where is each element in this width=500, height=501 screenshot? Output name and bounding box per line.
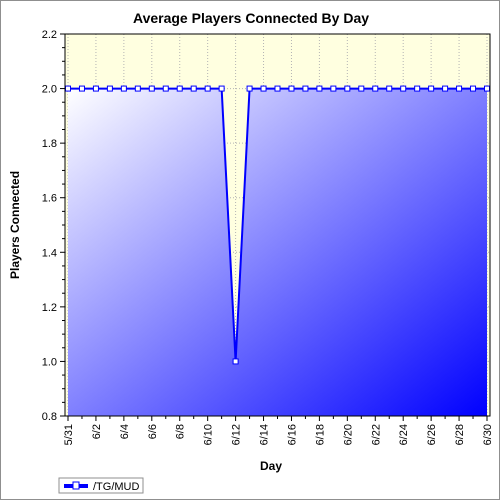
legend-label: /TG/MUD	[93, 481, 139, 493]
x-tick-label: 6/26	[426, 424, 438, 445]
data-point	[484, 85, 490, 92]
data-point	[65, 85, 71, 92]
x-tick-label: 6/14	[259, 424, 271, 445]
y-tick-label: 1.4	[42, 247, 57, 259]
data-point	[386, 85, 393, 92]
series-area	[68, 88, 487, 416]
data-point	[148, 85, 155, 92]
data-point	[288, 85, 295, 92]
data-point	[400, 85, 407, 92]
x-tick-label: 6/2	[91, 424, 103, 439]
data-point	[330, 85, 337, 92]
legend-marker	[72, 481, 80, 490]
data-point	[92, 85, 99, 92]
x-tick-label: 6/10	[203, 424, 215, 445]
data-point	[134, 85, 141, 92]
y-tick-label: 1.8	[42, 138, 57, 150]
data-point	[218, 85, 225, 92]
legend: /TG/MUD	[58, 477, 144, 494]
data-point	[176, 85, 183, 92]
x-tick-label: 6/8	[175, 424, 187, 439]
data-point	[302, 85, 309, 92]
data-point	[428, 85, 435, 92]
x-tick-label: 5/31	[63, 424, 75, 445]
data-point	[162, 85, 169, 92]
y-tick-label: 2.2	[42, 29, 57, 41]
data-point	[358, 85, 365, 92]
data-point	[204, 85, 211, 92]
data-point	[246, 85, 253, 92]
data-point	[344, 85, 351, 92]
legend-box	[58, 477, 144, 494]
data-point	[232, 358, 239, 365]
y-tick-label: 1.6	[42, 193, 57, 205]
data-point	[442, 85, 449, 92]
y-axis-title: Players Connected	[8, 171, 22, 279]
x-tick-label: 6/6	[147, 424, 159, 439]
y-tick-label: 0.8	[42, 411, 57, 423]
data-point	[78, 85, 85, 92]
x-axis-title: Day	[260, 459, 282, 473]
data-point	[260, 85, 267, 92]
data-point	[316, 85, 323, 92]
data-point	[190, 85, 197, 92]
axes	[60, 33, 491, 421]
series-markers	[65, 85, 490, 365]
data-point	[372, 85, 379, 92]
x-tick-label: 6/16	[286, 424, 298, 445]
x-tick-label: 6/20	[342, 424, 354, 445]
x-tick-label: 6/4	[119, 424, 131, 439]
data-point	[414, 85, 421, 92]
y-tick-label: 2.0	[42, 84, 57, 96]
x-tick-label: 6/28	[454, 424, 466, 445]
data-point	[456, 85, 463, 92]
data-point	[470, 85, 477, 92]
y-tick-label: 1.0	[42, 356, 57, 368]
x-tick-label: 6/30	[482, 424, 494, 445]
x-tick-labels: 5/31 6/2 6/4 6/6 6/8 6/10 6/12 6/14 6/16 6/18 6/20…	[63, 424, 494, 445]
x-tick-label: 6/18	[314, 424, 326, 445]
y-tick-labels: 0.8 1.0 1.2 1.4 1.6 1.8 2.0 2.2	[42, 29, 57, 423]
data-point	[274, 85, 281, 92]
y-tick-label: 1.2	[42, 302, 57, 314]
data-point	[106, 85, 113, 92]
x-tick-label: 6/24	[398, 424, 410, 445]
x-tick-label: 6/22	[370, 424, 382, 445]
x-tick-label: 6/12	[231, 424, 243, 445]
data-point	[120, 85, 127, 92]
chart-title: Average Players Connected By Day	[133, 10, 369, 26]
